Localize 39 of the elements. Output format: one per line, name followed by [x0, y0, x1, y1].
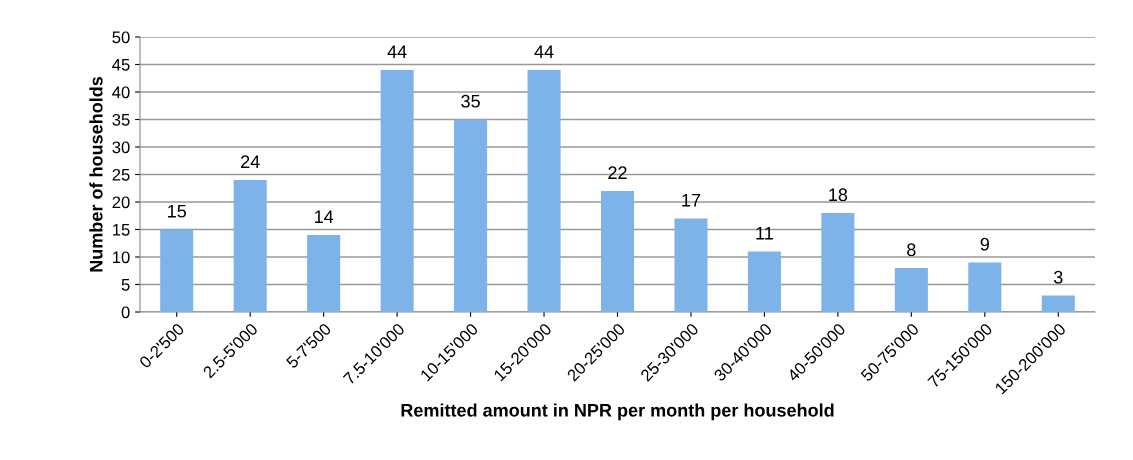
y-tick-label: 20	[112, 196, 130, 209]
data-label: 9	[980, 237, 989, 251]
bar	[307, 235, 341, 312]
bar	[674, 218, 708, 312]
y-tick-label: 10	[113, 251, 130, 264]
bar	[821, 213, 855, 312]
y-tick-label: 15	[113, 224, 130, 236]
data-label: 8	[907, 243, 916, 257]
data-label: 11	[756, 227, 773, 240]
y-tick-label: 30	[112, 141, 130, 154]
bar	[1041, 295, 1075, 312]
y-tick-label: 50	[112, 31, 130, 44]
x-axis-title: Remitted amount in NPR per month per household	[401, 403, 834, 421]
y-tick-label: 25	[112, 168, 130, 181]
bar	[380, 70, 414, 312]
bar	[160, 229, 194, 312]
data-label: 15	[168, 205, 187, 218]
y-tick-label: 45	[112, 59, 130, 71]
data-label: 35	[461, 94, 480, 108]
bar	[233, 180, 267, 312]
bar	[968, 262, 1002, 312]
bar	[600, 191, 635, 312]
data-label: 24	[241, 155, 260, 168]
bar	[747, 251, 781, 312]
y-tick-label: 35	[112, 113, 130, 126]
y-tick-label: 5	[121, 279, 130, 291]
bar	[454, 119, 488, 312]
data-label: 44	[534, 45, 554, 58]
y-axis-title: Number of households	[89, 76, 103, 272]
data-label: 18	[829, 188, 848, 202]
data-label: 17	[682, 194, 701, 207]
y-tick-label: 0	[121, 306, 130, 319]
data-label: 14	[314, 210, 334, 223]
data-label: 22	[608, 166, 627, 179]
data-label: 3	[1053, 270, 1063, 284]
bar	[894, 268, 928, 312]
data-label: 44	[387, 45, 407, 58]
y-tick-label: 40	[112, 86, 130, 99]
bar	[527, 70, 561, 312]
